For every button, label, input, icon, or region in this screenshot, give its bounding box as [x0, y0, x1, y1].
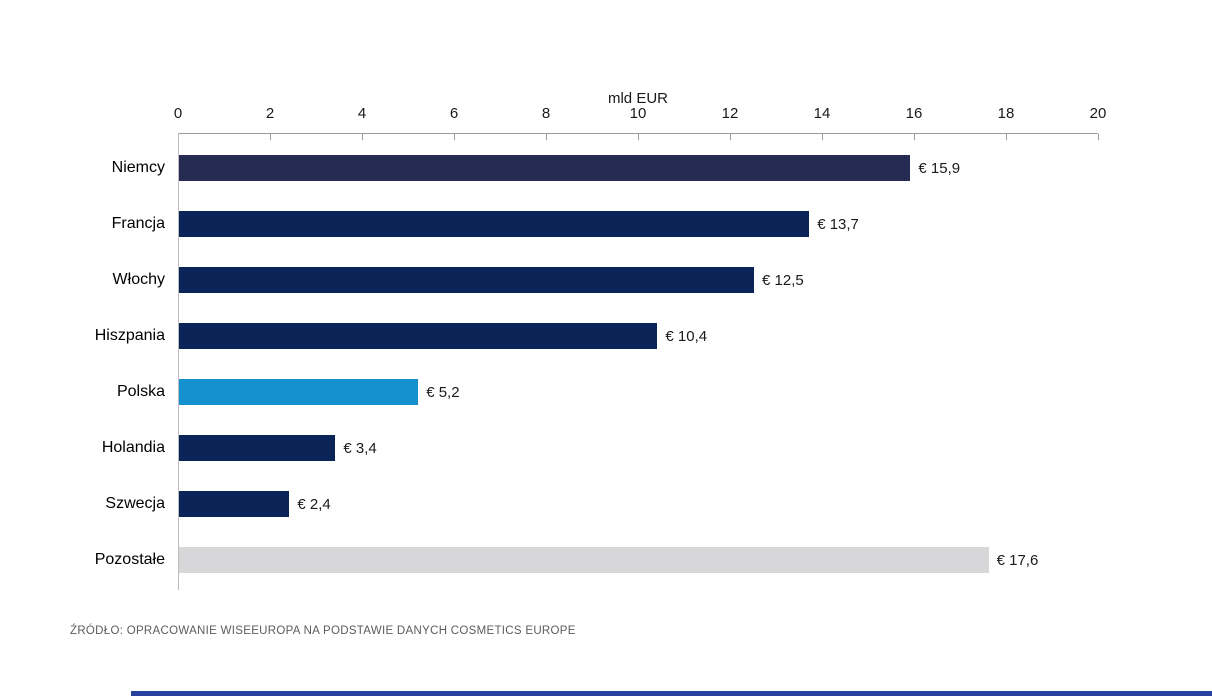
value-label-szwecja: € 2,4 — [297, 496, 331, 513]
category-label-pozostae: Pozostałe — [94, 551, 165, 568]
category-label-szwecja: Szwecja — [105, 495, 165, 512]
tick-label-0: 0 — [173, 105, 183, 122]
tick-label-4: 4 — [357, 105, 367, 122]
tick-mark-18 — [1006, 134, 1007, 140]
bar-pozostae — [179, 547, 989, 573]
tick-label-10: 10 — [629, 105, 647, 122]
tick-label-20: 20 — [1089, 105, 1107, 122]
value-label-hiszpania: € 10,4 — [665, 328, 708, 345]
category-label-wochy: Włochy — [112, 271, 165, 288]
bar-hiszpania — [179, 323, 658, 349]
tick-label-8: 8 — [541, 105, 551, 122]
tick-mark-20 — [1098, 134, 1099, 140]
category-label-francja: Francja — [111, 215, 165, 232]
tick-mark-8 — [546, 134, 547, 140]
tick-mark-6 — [454, 134, 455, 140]
tick-label-16: 16 — [905, 105, 923, 122]
tick-mark-14 — [822, 134, 823, 140]
bar-wochy — [179, 267, 754, 293]
tick-mark-12 — [730, 134, 731, 140]
value-label-polska: € 5,2 — [426, 384, 460, 401]
x-axis-tick-labels: 0 2 4 6 8 10 12 14 16 18 20 — [174, 105, 1107, 125]
tick-label-18: 18 — [997, 105, 1015, 122]
value-label-pozostae: € 17,6 — [996, 552, 1039, 569]
bar-niemcy — [179, 155, 911, 181]
tick-mark-2 — [270, 134, 271, 140]
tick-label-2: 2 — [265, 105, 275, 122]
tick-label-6: 6 — [449, 105, 459, 122]
x-axis-title: mld EUR — [607, 90, 668, 107]
value-label-francja: € 13,7 — [817, 216, 859, 233]
source-note: ŹRÓDŁO: OPRACOWANIE WISEEUROPA NA PODSTA… — [70, 625, 576, 637]
y-axis-baseline — [178, 133, 179, 590]
tick-label-14: 14 — [813, 105, 831, 122]
value-label-niemcy: € 15,9 — [918, 160, 961, 177]
tick-label-12: 12 — [721, 105, 739, 122]
category-label-hiszpania: Hiszpania — [94, 327, 165, 344]
x-axis-line — [178, 133, 1098, 134]
tick-mark-4 — [362, 134, 363, 140]
tick-mark-10 — [638, 134, 639, 140]
bar-polska — [179, 379, 419, 405]
bottom-accent-bar — [131, 691, 1212, 696]
value-label-holandia: € 3,4 — [343, 440, 377, 457]
bar-holandia — [179, 435, 336, 461]
category-label-niemcy: Niemcy — [111, 159, 165, 176]
bar-francja — [179, 211, 810, 237]
category-label-polska: Polska — [116, 383, 165, 400]
tick-mark-16 — [914, 134, 915, 140]
value-label-wochy: € 12,5 — [762, 272, 804, 289]
category-label-holandia: Holandia — [101, 439, 165, 456]
bar-szwecja — [179, 491, 290, 517]
